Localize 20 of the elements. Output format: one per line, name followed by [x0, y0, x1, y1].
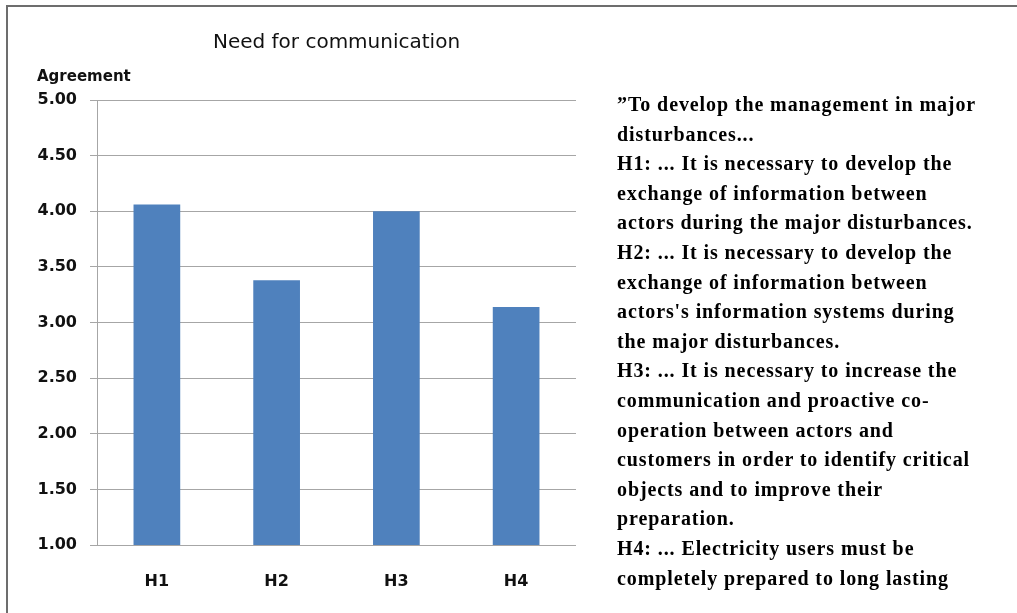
text: H1: ... It is necessary to develop the exchange of information between actors during the major disturbances.: [617, 151, 974, 236]
x-tick-label: H3: [384, 570, 409, 590]
text: H3: ... It is necessary to increase the communication and proactive co-operation between actors and customers in order to identify critical objects and to improve their preparation.: [617, 358, 971, 532]
text: H2: ... It is necessary to develop the exchange of information between actors's information systems during the major disturbances.: [617, 239, 956, 355]
chart-title: Need for communication: [212, 29, 461, 54]
y-tick-label: 2.00: [37, 422, 77, 442]
text: ”To develop the management in major disturbances...: [617, 92, 977, 147]
y-tick-label: 1.50: [37, 478, 77, 498]
y-axis-title: Agreement: [37, 66, 131, 85]
y-tick-label: 2.50: [37, 367, 77, 387]
x-tick-label: H2: [264, 570, 289, 590]
y-tick-label: 4.50: [37, 144, 77, 164]
y-tick-label: 4.00: [37, 200, 77, 220]
y-tick-label: 3.00: [37, 311, 77, 331]
y-tick-label: 3.50: [37, 256, 77, 276]
x-tick-label: H1: [144, 570, 170, 590]
x-tick-label: H4: [503, 570, 529, 590]
text: H4: ... Electricity users must be completely prepared to long lasting: [617, 535, 950, 592]
y-tick-label: 5.00: [37, 89, 77, 109]
y-tick-label: 1.00: [37, 534, 77, 554]
